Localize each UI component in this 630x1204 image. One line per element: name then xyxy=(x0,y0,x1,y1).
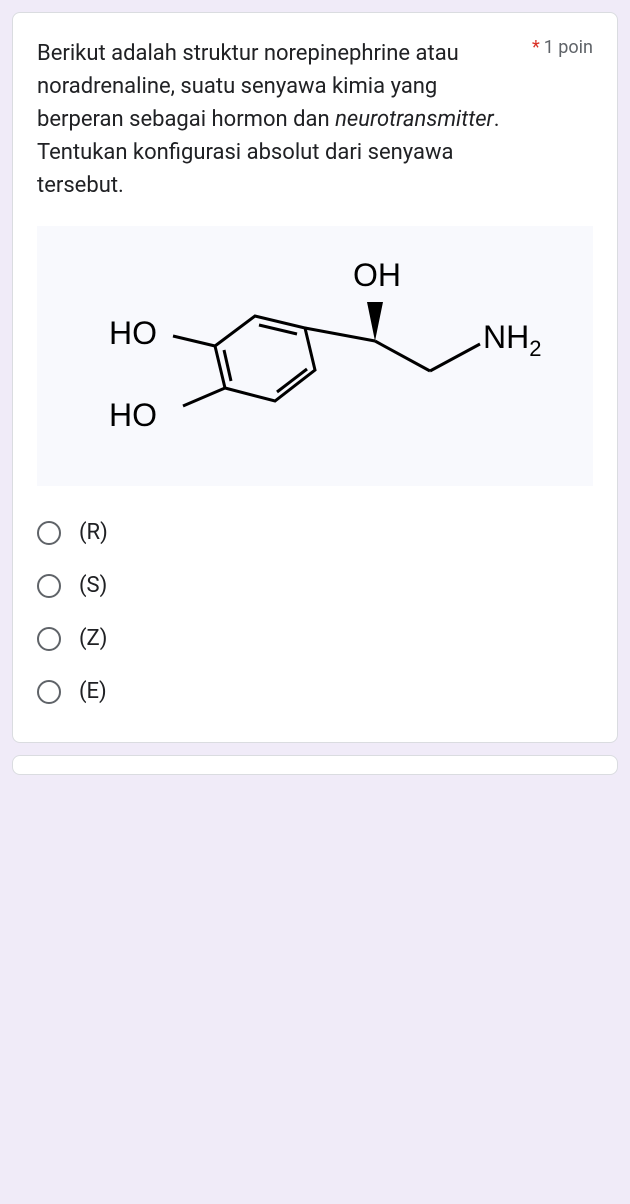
question-text: Berikut adalah struktur norepinephrine a… xyxy=(37,37,520,202)
radio-icon xyxy=(37,574,61,598)
ring-double-1 xyxy=(224,350,231,381)
option-label: (E) xyxy=(79,679,107,704)
bond-chain-2 xyxy=(375,341,430,371)
radio-icon xyxy=(37,627,61,651)
option-label: (R) xyxy=(79,520,108,545)
bond-chain-1 xyxy=(305,328,375,341)
radio-icon xyxy=(37,521,61,545)
question-card: Berikut adalah struktur norepinephrine a… xyxy=(12,12,618,743)
option-label: (Z) xyxy=(79,626,107,651)
option-s[interactable]: (S) xyxy=(37,559,593,612)
molecule-svg: HO HO OH NH2 xyxy=(55,246,575,466)
option-e[interactable]: (E) xyxy=(37,665,593,718)
radio-icon xyxy=(37,680,61,704)
options-list: (R) (S) (Z) (E) xyxy=(37,506,593,718)
bond-ho-lower xyxy=(183,388,225,406)
ring-double-2 xyxy=(259,325,297,334)
bond-chain-3 xyxy=(430,344,480,371)
option-z[interactable]: (Z) xyxy=(37,612,593,665)
label-ho-lower: HO xyxy=(109,397,157,433)
option-label: (S) xyxy=(79,573,107,598)
question-text-italic: neurotransmitter xyxy=(335,107,494,132)
wedge-oh xyxy=(367,302,383,341)
required-asterisk: * xyxy=(532,37,540,58)
bond-ho-upper xyxy=(173,336,215,346)
points-label: 1 poin xyxy=(544,37,593,58)
points-container: *1 poin xyxy=(532,37,593,58)
molecule-image: HO HO OH NH2 xyxy=(37,226,593,486)
question-header: Berikut adalah struktur norepinephrine a… xyxy=(37,37,593,202)
label-ho-upper: HO xyxy=(109,315,157,351)
option-r[interactable]: (R) xyxy=(37,506,593,559)
benzene-ring xyxy=(215,316,315,401)
label-nh2: NH2 xyxy=(483,319,541,361)
label-oh: OH xyxy=(353,257,401,293)
next-card-peek xyxy=(12,755,618,775)
